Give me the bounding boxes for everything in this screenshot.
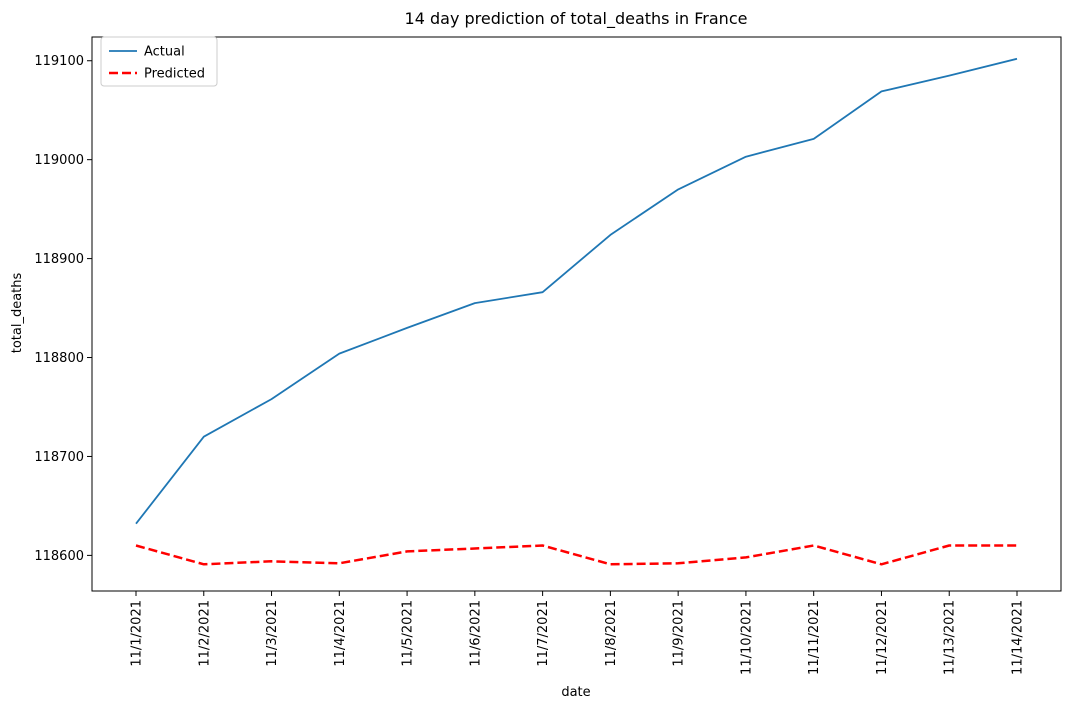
x-tick-label: 11/13/2021 (943, 600, 958, 675)
plot-area (91, 36, 1062, 592)
chart-title: 14 day prediction of total_deaths in Fra… (405, 9, 748, 29)
y-tick-label: 118700 (34, 450, 84, 465)
x-tick-label: 11/6/2021 (468, 600, 483, 667)
y-tick-label: 119000 (34, 153, 84, 168)
y-tick-label: 118900 (34, 252, 84, 267)
x-tick-label: 11/12/2021 (875, 600, 890, 675)
y-tick-label: 118600 (34, 549, 84, 564)
x-tick-label: 11/11/2021 (807, 600, 822, 675)
x-axis-label: date (561, 685, 590, 700)
series-line-predicted (135, 544, 1017, 566)
x-tick-label: 11/3/2021 (265, 600, 280, 667)
series-layer (135, 57, 1018, 566)
x-tick-label: 11/9/2021 (672, 600, 687, 667)
x-tick-label: 11/5/2021 (401, 600, 416, 667)
y-tick-label: 119100 (34, 54, 84, 69)
x-axis: 11/1/2021 11/2/2021 11/3/2021 11/4/2021 11/5… (130, 591, 1026, 675)
x-tick-label: 11/4/2021 (333, 600, 348, 667)
x-tick-label: 11/1/2021 (130, 600, 145, 667)
x-tick-label: 11/8/2021 (604, 600, 619, 667)
x-tick-label: 11/2/2021 (197, 600, 212, 667)
series-line-actual (135, 57, 1018, 525)
legend: Actual Predicted (100, 36, 218, 87)
x-tick-label: 11/10/2021 (739, 600, 754, 675)
y-tick-label: 118800 (34, 351, 84, 366)
x-tick-label: 11/14/2021 (1011, 600, 1026, 675)
x-tick-label: 11/7/2021 (536, 600, 551, 667)
legend-label: Actual (144, 45, 185, 60)
y-axis: 118600 118700 118800 118900 119000 119100 (34, 54, 92, 564)
legend-label: Predicted (144, 67, 205, 82)
y-axis-label: total_deaths (10, 273, 25, 354)
plot-frame (91, 36, 1062, 592)
